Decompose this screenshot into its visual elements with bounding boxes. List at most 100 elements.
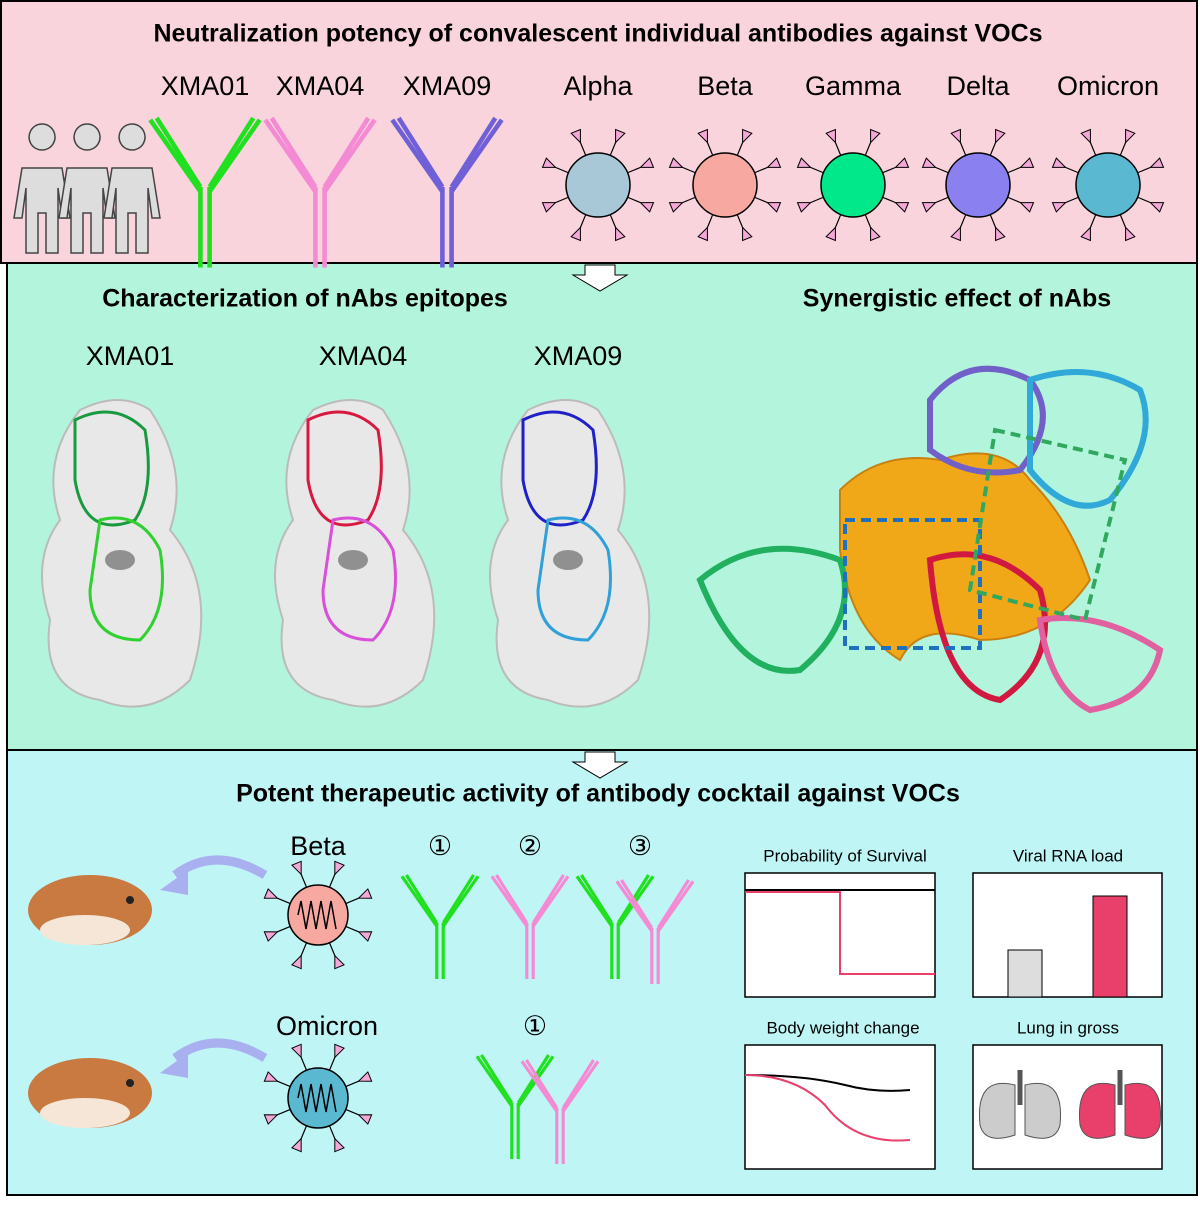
infection-arrowhead	[160, 1053, 188, 1078]
variant-label: Gamma	[805, 71, 902, 101]
spike-tip	[766, 202, 782, 213]
spike-tip	[291, 1043, 302, 1059]
spike-tip	[742, 128, 753, 144]
antibody-arm	[531, 874, 565, 924]
rna-bar	[1092, 895, 1128, 998]
spike-tip	[541, 157, 557, 168]
variant-label: Alpha	[563, 71, 633, 101]
antibody-arm	[495, 874, 529, 924]
virion	[692, 152, 758, 218]
structure-label: XMA04	[319, 341, 408, 371]
spike-tip	[615, 128, 626, 144]
spike-tip	[1019, 202, 1035, 213]
epitope-outline	[536, 516, 612, 642]
spike-tip	[995, 128, 1006, 144]
down-arrow	[571, 264, 629, 292]
antibody-arm	[390, 118, 445, 193]
spike-tip	[615, 226, 626, 242]
plot-title: Probability of Survival	[763, 846, 926, 865]
spike-tip	[263, 1114, 279, 1125]
antibody-arm	[263, 118, 318, 193]
antibody-arm	[269, 116, 318, 189]
antibody-arm	[441, 875, 480, 928]
spike-tip	[263, 888, 279, 899]
spike-tip	[1125, 226, 1136, 242]
spike-tip	[291, 1137, 302, 1153]
antibody-arm	[520, 1060, 559, 1113]
person-icon	[103, 123, 161, 254]
spike-tip	[570, 128, 581, 144]
antibody-arm	[490, 875, 529, 928]
structure-label: XMA09	[534, 341, 623, 371]
surface-shadow	[553, 550, 583, 570]
antibody-arm	[322, 118, 377, 193]
epitope-outline	[321, 516, 397, 642]
antibody-arm	[148, 118, 203, 193]
spike-tip	[825, 226, 836, 242]
spike-tip	[894, 202, 910, 213]
variant-label: Beta	[697, 71, 754, 101]
spike-tip	[570, 226, 581, 242]
virion	[565, 152, 631, 218]
spike-tip	[742, 226, 753, 242]
spike-tip	[697, 128, 708, 144]
spike-tip	[1080, 128, 1091, 144]
antibody-label: XMA01	[161, 71, 250, 101]
antibody-arm	[207, 116, 256, 189]
antibody-arm	[525, 1059, 559, 1109]
spike-tip	[263, 931, 279, 942]
antibody-arm	[615, 880, 654, 933]
spike-tip	[334, 860, 345, 876]
hamster-eye	[126, 896, 134, 904]
spike-tip	[1051, 202, 1067, 213]
panel-title: Characterization of nAbs epitopes	[102, 285, 508, 313]
panel-title: Neutralization potency of convalescent i…	[153, 20, 1042, 48]
spike-tip	[1019, 157, 1035, 168]
infection-arrowhead	[160, 870, 188, 895]
antibody-arm	[475, 1055, 514, 1108]
spike-tip	[668, 202, 684, 213]
epitope-outline	[521, 410, 598, 527]
infection-arrow	[172, 855, 268, 879]
variant-label: Omicron	[1057, 71, 1159, 101]
spike-tip	[825, 128, 836, 144]
surface-shadow	[338, 550, 368, 570]
variant-label: Delta	[946, 71, 1010, 101]
surface-shadow	[105, 550, 135, 570]
structure-label: XMA01	[86, 341, 175, 371]
spike-tip	[668, 157, 684, 168]
virion	[945, 152, 1011, 218]
spike-tip	[1149, 157, 1165, 168]
variant-label: Omicron	[276, 1011, 378, 1041]
antibody-arm	[207, 118, 262, 193]
plot-frame	[744, 1044, 936, 1170]
survival-curve	[745, 891, 935, 975]
spike-tip	[921, 157, 937, 168]
lung	[1078, 1083, 1116, 1139]
variant-label: Beta	[290, 831, 347, 861]
spike-tip	[357, 1114, 373, 1125]
antibody-arm	[441, 874, 475, 924]
plot-title: Viral RNA load	[1013, 846, 1123, 865]
spike-tip	[697, 226, 708, 242]
spike-tip	[357, 1071, 373, 1082]
panel-title: Synergistic effect of nAbs	[803, 285, 1111, 313]
rna	[297, 900, 337, 930]
spike-tip	[1149, 202, 1165, 213]
spike-tip	[870, 128, 881, 144]
fab-ribbon	[1027, 369, 1149, 509]
fab-ribbon	[927, 365, 1046, 476]
antibody-arm	[575, 875, 614, 928]
rna-bar	[1007, 949, 1043, 998]
rna	[297, 1083, 337, 1113]
spike-tip	[357, 888, 373, 899]
spike-tip	[894, 157, 910, 168]
spike-tip	[263, 1071, 279, 1082]
antibody-arm	[620, 879, 654, 929]
hamster-belly	[40, 915, 130, 945]
hamster-belly	[40, 1098, 130, 1128]
spike-tip	[639, 157, 655, 168]
antibody-arm	[480, 1054, 514, 1104]
antibody-arm	[396, 116, 445, 189]
hamster-eye	[126, 1079, 134, 1087]
